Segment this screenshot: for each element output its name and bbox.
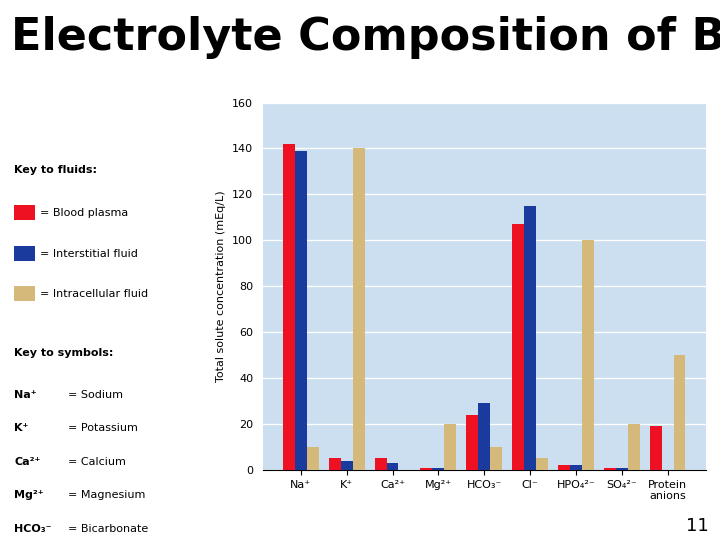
Bar — [329, 458, 341, 470]
Text: Key to fluids:: Key to fluids: — [14, 165, 97, 175]
Y-axis label: Total solute concentration (mEq/L): Total solute concentration (mEq/L) — [217, 191, 226, 382]
Bar — [673, 355, 685, 470]
Text: = Interstitial fluid: = Interstitial fluid — [40, 249, 138, 259]
Text: HCO₃⁻: HCO₃⁻ — [14, 524, 52, 534]
Text: = Sodium: = Sodium — [68, 390, 123, 400]
Bar — [512, 224, 524, 470]
Bar — [628, 424, 639, 470]
Text: = Bicarbonate: = Bicarbonate — [68, 524, 148, 534]
Bar — [536, 458, 548, 470]
Bar — [558, 465, 570, 470]
Text: K⁺: K⁺ — [14, 423, 29, 434]
Bar — [307, 447, 319, 470]
Bar — [649, 426, 662, 470]
Bar — [420, 468, 433, 470]
Bar — [374, 458, 387, 470]
Text: = Blood plasma: = Blood plasma — [40, 208, 128, 218]
Bar — [341, 461, 353, 470]
Bar — [616, 468, 628, 470]
Bar — [444, 424, 456, 470]
Bar — [353, 148, 364, 470]
Bar — [604, 468, 616, 470]
Text: = Calcium: = Calcium — [68, 457, 126, 467]
Text: = Intracellular fluid: = Intracellular fluid — [40, 289, 148, 299]
Bar — [295, 151, 307, 470]
Bar — [467, 415, 478, 470]
Text: Mg²⁺: Mg²⁺ — [14, 490, 44, 501]
Text: 11: 11 — [686, 517, 709, 535]
Bar — [490, 447, 502, 470]
Text: Key to symbols:: Key to symbols: — [14, 348, 114, 359]
Bar — [433, 468, 444, 470]
Text: = Magnesium: = Magnesium — [68, 490, 145, 501]
Text: Electrolyte Composition of Body: Electrolyte Composition of Body — [11, 16, 720, 59]
Text: Na⁺: Na⁺ — [14, 390, 37, 400]
Bar — [478, 403, 490, 470]
Bar — [387, 463, 398, 470]
Bar — [283, 144, 295, 470]
Bar — [570, 465, 582, 470]
Text: Ca²⁺: Ca²⁺ — [14, 457, 41, 467]
Bar — [524, 206, 536, 470]
Text: = Potassium: = Potassium — [68, 423, 138, 434]
Bar — [582, 240, 594, 470]
